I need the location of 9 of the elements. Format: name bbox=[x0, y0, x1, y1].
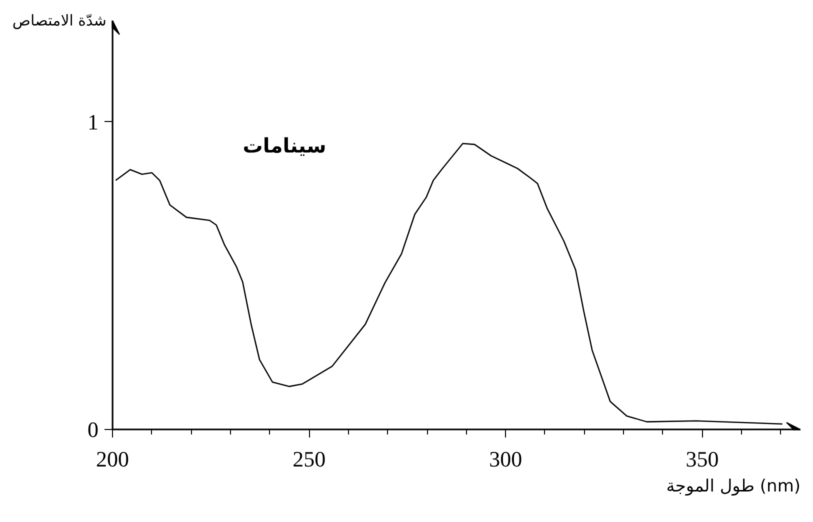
x-axis-title: طول الموجة (nm) bbox=[666, 476, 801, 496]
x-tick-label: 200 bbox=[96, 446, 129, 472]
x-tick-label: 250 bbox=[292, 446, 326, 472]
x-tick-label: 350 bbox=[686, 446, 719, 472]
x-tick-label: 300 bbox=[489, 446, 522, 472]
y-axis-title: شدّة الامتصاص bbox=[12, 12, 107, 30]
y-tick-label: 0 bbox=[88, 417, 98, 442]
y-tick-label: 1 bbox=[88, 109, 98, 134]
text: سينامات bbox=[242, 134, 326, 158]
